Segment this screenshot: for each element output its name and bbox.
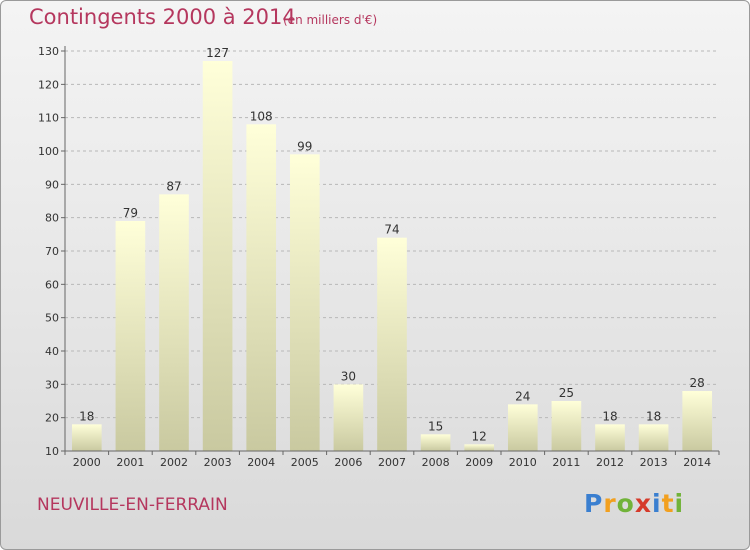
logo-letter: i (674, 489, 685, 518)
logo-letter: x (634, 489, 652, 518)
data-label: 74 (384, 223, 399, 237)
y-tick-label: 30 (45, 378, 59, 391)
bar-2001 (115, 221, 146, 451)
y-tick-label: 20 (45, 412, 59, 425)
bar-2012 (595, 424, 625, 451)
data-label: 79 (123, 206, 138, 220)
x-tick-label: 2008 (422, 456, 450, 469)
y-tick-label: 70 (45, 245, 59, 258)
y-tick-label: 50 (45, 312, 59, 325)
data-label: 18 (602, 409, 617, 423)
proxiti-logo: Proxiti (584, 489, 684, 518)
y-tick-label: 110 (38, 112, 59, 125)
data-label: 18 (646, 409, 661, 423)
x-tick-label: 2002 (160, 456, 188, 469)
logo-letter: t (661, 489, 675, 518)
logo-letter: r (603, 489, 617, 518)
bar-2005 (289, 154, 320, 452)
y-tick-label: 120 (38, 78, 59, 91)
x-tick-label: 2012 (596, 456, 624, 469)
bar-2014 (682, 391, 713, 451)
bar-2004 (246, 124, 277, 451)
y-tick-label: 60 (45, 278, 59, 291)
data-label: 25 (559, 386, 574, 400)
y-tick-label: 10 (45, 445, 59, 458)
x-tick-label: 2000 (73, 456, 101, 469)
x-tick-label: 2006 (334, 456, 362, 469)
axes (61, 46, 720, 455)
data-label: 28 (690, 376, 705, 390)
y-tick-label: 100 (38, 145, 59, 158)
x-tick-label: 2014 (683, 456, 711, 469)
labels: 10 20 30 40 50 60 70 80 90 100 110 120 130 18 2000 79 20… (38, 45, 711, 469)
y-tick-label: 90 (45, 178, 59, 191)
bar-2006 (333, 384, 364, 451)
data-label: 87 (166, 179, 181, 193)
data-label: 30 (341, 369, 356, 383)
bar-2010 (507, 404, 538, 451)
chart-subtitle: (en milliers d'€) (283, 13, 378, 27)
data-label: 15 (428, 419, 443, 433)
data-label: 108 (250, 109, 273, 123)
x-tick-label: 2007 (378, 456, 406, 469)
bars (71, 61, 713, 452)
x-tick-label: 2009 (465, 456, 493, 469)
logo-letter: i (652, 489, 662, 518)
bar-2011 (551, 401, 582, 451)
x-tick-label: 2011 (552, 456, 580, 469)
x-tick-label: 2010 (509, 456, 537, 469)
data-label: 99 (297, 139, 312, 153)
bar-2002 (159, 194, 189, 452)
bar-2008 (420, 434, 451, 451)
x-tick-label: 2013 (640, 456, 668, 469)
commune-name: NEUVILLE-EN-FERRAIN (37, 495, 228, 515)
y-tick-label: 80 (45, 212, 59, 225)
x-tick-label: 2001 (116, 456, 144, 469)
y-tick-label: 130 (38, 45, 59, 58)
x-tick-label: 2004 (247, 456, 275, 469)
chart-title: Contingents 2000 à 2014 (29, 5, 296, 29)
x-tick-label: 2003 (204, 456, 232, 469)
bar-2007 (377, 237, 407, 451)
data-label: 127 (206, 46, 229, 60)
x-tick-label: 2005 (291, 456, 319, 469)
logo-letter: o (616, 489, 635, 518)
bar-2009 (464, 444, 495, 451)
bar-2000 (71, 424, 102, 451)
bar-2013 (638, 424, 669, 451)
logo-letter: P (584, 489, 604, 518)
bar-2003 (202, 61, 233, 451)
data-label: 12 (472, 429, 487, 443)
data-label: 24 (515, 389, 530, 403)
y-tick-label: 40 (45, 345, 59, 358)
data-label: 18 (79, 409, 94, 423)
